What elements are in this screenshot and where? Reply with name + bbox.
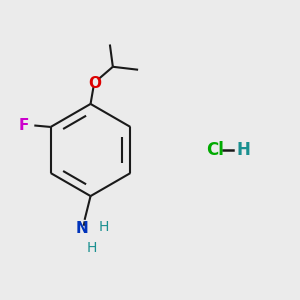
Text: H: H [236,141,250,159]
Text: O: O [88,76,101,91]
Text: N: N [76,221,88,236]
Text: H: H [87,241,97,255]
Text: H: H [99,220,109,234]
Text: F: F [19,118,29,133]
Text: Cl: Cl [206,141,224,159]
